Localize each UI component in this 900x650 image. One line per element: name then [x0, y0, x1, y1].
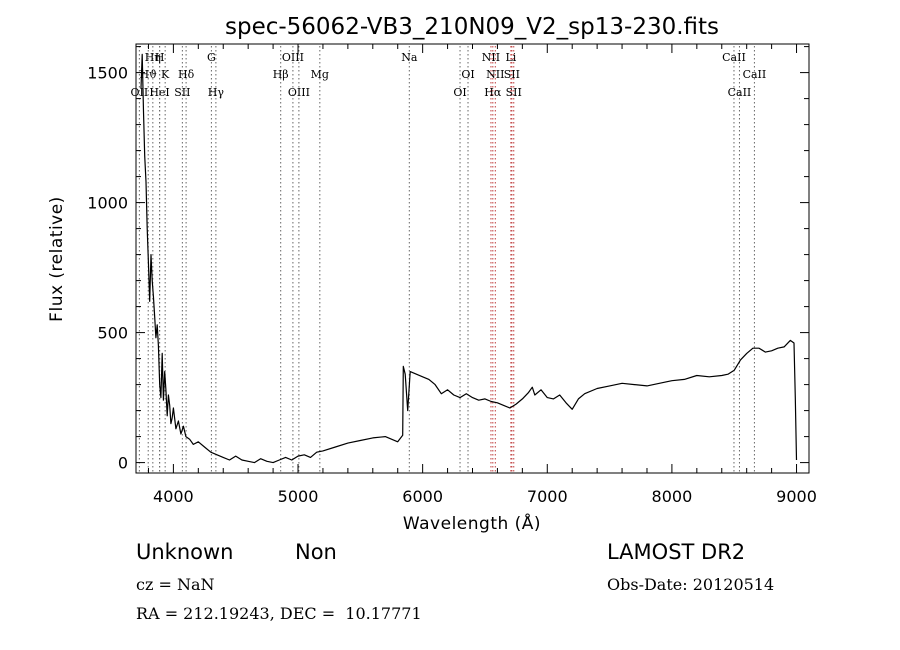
line-label-20: SII [504, 68, 520, 81]
line-label-12: Mg [311, 68, 329, 81]
line-label-5: OII [131, 86, 149, 99]
object-subclass: Non [295, 540, 337, 564]
line-label-14: Na [401, 51, 418, 64]
line-label-2: Hϑ [139, 68, 157, 81]
y-tick-label: 0 [118, 454, 128, 473]
line-label-13: OIII [288, 86, 310, 99]
x-tick-label: 4000 [153, 487, 194, 506]
x-tick-label: 8000 [652, 487, 693, 506]
plot-frame [135, 43, 810, 474]
y-tick-label: 1000 [87, 194, 128, 213]
line-label-9: Hγ [208, 86, 225, 99]
line-label-17: NII [482, 51, 500, 64]
line-label-10: OIII [282, 51, 304, 64]
line-label-8: G [207, 51, 216, 64]
line-label-4: Hδ [178, 68, 195, 81]
line-label-23: CaII [722, 51, 746, 64]
line-label-25: CaII [728, 86, 752, 99]
line-markers [138, 46, 755, 472]
x-tick-label: 7000 [527, 487, 568, 506]
line-label-21: Hα [484, 86, 502, 99]
line-label-3: K [161, 68, 170, 81]
x-axis-label: Wavelength (Å) [403, 512, 541, 534]
y-axis: 0 500 1000 1500 [87, 46, 809, 473]
y-axis-label: Flux (relative) [47, 196, 67, 322]
line-label-16: OI [453, 86, 466, 99]
line-label-7: SII [174, 86, 190, 99]
y-tick-label: 500 [97, 324, 128, 343]
line-label-0: Hη [145, 51, 161, 64]
line-label-18: Li [505, 51, 516, 64]
object-class: Unknown [136, 540, 234, 564]
survey-name: LAMOST DR2 [607, 540, 746, 564]
line-label-24: CaII [743, 68, 767, 81]
x-tick-label: 9000 [776, 487, 817, 506]
observation-date: Obs-Date: 20120514 [607, 575, 775, 594]
line-label-1: H [155, 51, 165, 64]
line-label-22: SII [506, 86, 522, 99]
chart-title: spec-56062-VB3_210N09_V2_sp13-230.fits [225, 14, 719, 40]
y-tick-label: 1500 [87, 64, 128, 83]
spectrum-line [140, 53, 798, 464]
redshift-cz: cz = NaN [136, 575, 215, 594]
line-label-15: OI [461, 68, 474, 81]
x-tick-label: 5000 [278, 487, 319, 506]
x-axis: 4000 5000 6000 7000 8000 9000 [147, 44, 817, 506]
coordinates: RA = 212.19243, DEC = 10.17771 [136, 604, 422, 623]
x-tick-label: 6000 [402, 487, 443, 506]
line-label-19: NII [486, 68, 504, 81]
line-label-11: Hβ [273, 68, 289, 81]
line-label-6: HeI [149, 86, 169, 99]
